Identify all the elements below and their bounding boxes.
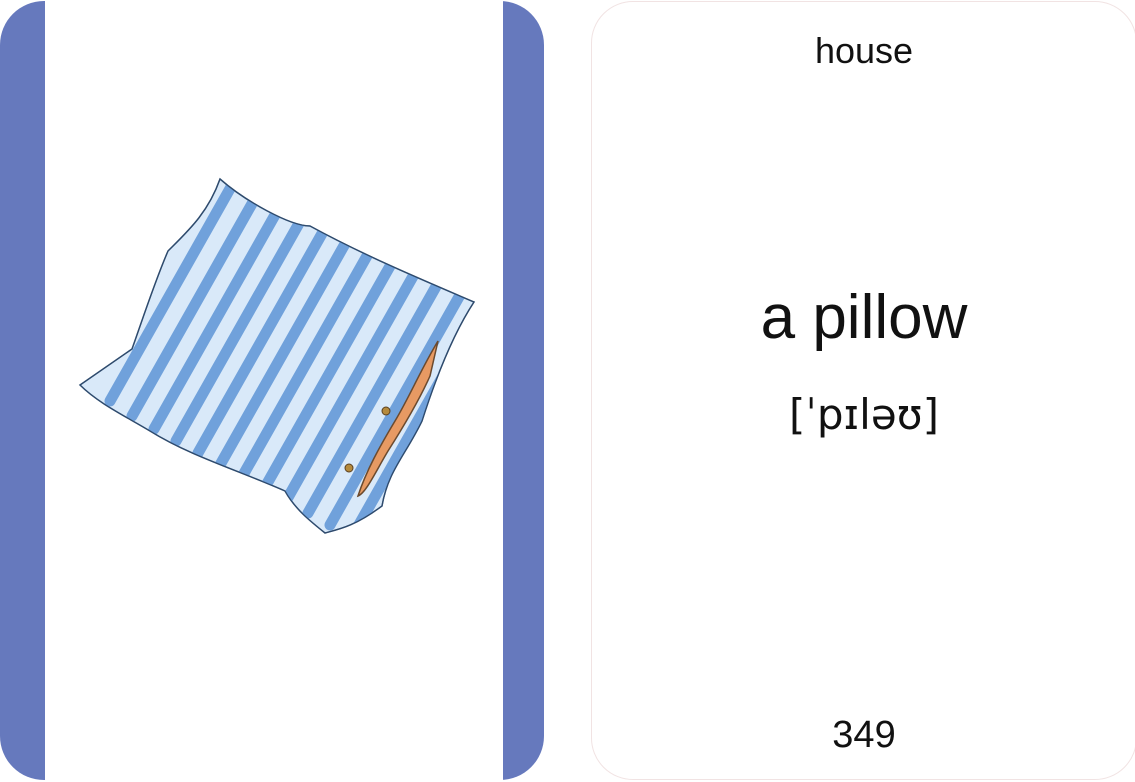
picture-card[interactable] bbox=[0, 1, 544, 780]
transcription-label: [ˈpɪləʊ] bbox=[788, 390, 940, 439]
left-color-band bbox=[0, 1, 45, 780]
pillow-icon bbox=[78, 177, 476, 534]
category-label: house bbox=[814, 30, 914, 71]
word-label: a pillow bbox=[760, 283, 968, 352]
card-number: 349 bbox=[832, 714, 896, 756]
right-color-band bbox=[503, 1, 544, 780]
word-card[interactable]: house a pillow [ˈpɪləʊ] 349 bbox=[591, 1, 1135, 780]
